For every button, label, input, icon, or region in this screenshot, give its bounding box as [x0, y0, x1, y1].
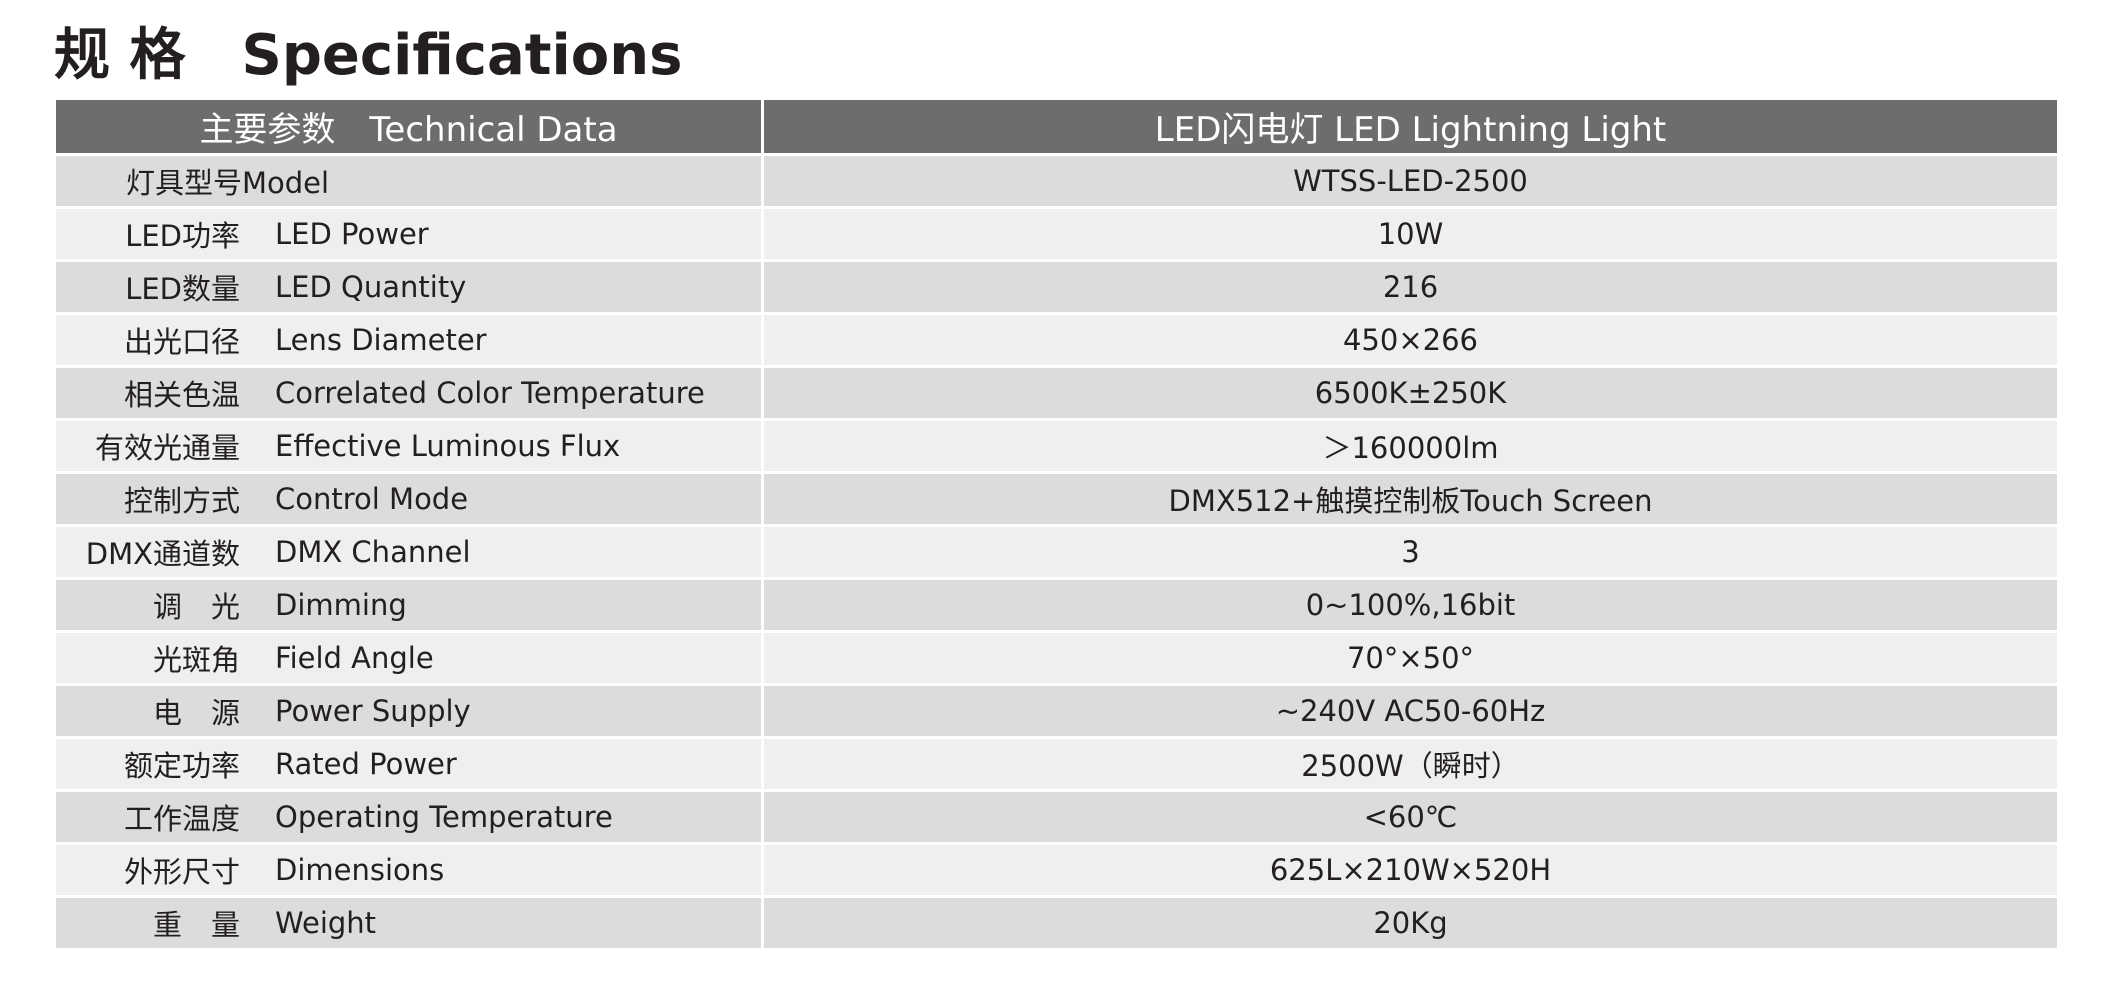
- value-cell: ~240V AC50-60Hz: [1275, 694, 1546, 728]
- value-cell: 10W: [1377, 217, 1444, 251]
- spec-row: 调 光 Dimming 0~100%,16bit: [56, 580, 2057, 633]
- spec-row: 有效光通量 Effective Luminous Flux ＞160000lm: [56, 421, 2057, 474]
- spec-row: 出光口径 Lens Diameter 450×266: [56, 315, 2057, 368]
- header-row: 主要参数 Technical Data LED闪电灯 LED Lightning…: [56, 100, 2057, 156]
- spec-row: 工作温度 Operating Temperature <60℃: [56, 792, 2057, 845]
- param-zh: 相关色温: [123, 378, 240, 412]
- param-en: LED Quantity: [275, 270, 467, 304]
- value-cell: 20Kg: [1373, 906, 1448, 940]
- value-cell: WTSS-LED-2500: [1293, 164, 1528, 198]
- param-cell: 控制方式 Control Mode: [56, 474, 764, 524]
- value-cell: 450×266: [1342, 323, 1478, 357]
- param-en: Correlated Color Temperature: [275, 376, 705, 410]
- param-zh: 额定功率: [123, 749, 240, 783]
- param-zh: 电 源: [152, 696, 240, 730]
- param-cell: DMX通道数 DMX Channel: [56, 527, 764, 577]
- value-cell: 625L×210W×520H: [1269, 853, 1552, 887]
- header-cell: LED闪电灯 LED Lightning Light: [1154, 110, 1667, 150]
- param-zh: 出光口径: [123, 325, 240, 359]
- param-en: Field Angle: [275, 641, 434, 675]
- spec-row: 控制方式 Control Mode DMX512+触摸控制板Touch Screen: [56, 474, 2057, 527]
- param-cell: 出光口径 Lens Diameter: [56, 315, 764, 365]
- spec-row: 灯具型号Model WTSS-LED-2500: [56, 156, 2057, 209]
- spec-row: LED数量 LED Quantity 216: [56, 262, 2057, 315]
- spec-row: 额定功率 Rated Power 2500W（瞬时）: [56, 739, 2057, 792]
- param-en: Effective Luminous Flux: [275, 429, 621, 463]
- value-cell: 216: [1382, 270, 1439, 304]
- spec-table: 主要参数 Technical Data LED闪电灯 LED Lightning…: [56, 100, 2057, 951]
- param-label: 灯具型号Model: [126, 166, 330, 200]
- value-cell: DMX512+触摸控制板Touch Screen: [1168, 484, 1653, 518]
- param-en: LED Power: [275, 217, 429, 251]
- spec-row: LED功率 LED Power 10W: [56, 209, 2057, 262]
- param-cell: 外形尺寸 Dimensions: [56, 845, 764, 895]
- param-zh: DMX通道数: [85, 537, 240, 571]
- param-zh: LED功率: [125, 219, 240, 253]
- param-en: Weight: [275, 906, 377, 940]
- title: 规 格 Specifications: [54, 23, 683, 88]
- value-cell: 6500K±250K: [1314, 376, 1507, 410]
- param-cell: 调 光 Dimming: [56, 580, 764, 630]
- param-en: DMX Channel: [275, 535, 471, 569]
- spec-row: 相关色温 Correlated Color Temperature 6500K±25…: [56, 368, 2057, 421]
- param-cell: 工作温度 Operating Temperature: [56, 792, 764, 842]
- param-zh: 调 光: [152, 590, 240, 624]
- param-en: Rated Power: [275, 747, 457, 781]
- spec-row: 电 源 Power Supply ~240V AC50-60Hz: [56, 686, 2057, 739]
- value-cell: ＞160000lm: [1322, 431, 1499, 465]
- param-zh: 工作温度: [123, 802, 240, 836]
- param-zh: 外形尺寸: [123, 855, 240, 889]
- param-cell: 光斑角 Field Angle: [56, 633, 764, 683]
- param-en: Operating Temperature: [275, 800, 613, 834]
- param-zh: 控制方式: [123, 484, 240, 518]
- param-zh: 光斑角: [152, 643, 240, 677]
- param-cell: 相关色温 Correlated Color Temperature: [56, 368, 764, 418]
- param-zh: 有效光通量: [94, 431, 240, 465]
- param-cell: LED功率 LED Power: [56, 209, 764, 259]
- param-cell: 电 源 Power Supply: [56, 686, 764, 736]
- param-cell: 灯具型号Model: [56, 156, 764, 206]
- param-cell: 额定功率 Rated Power: [56, 739, 764, 789]
- param-cell: LED数量 LED Quantity: [56, 262, 764, 312]
- param-en: Power Supply: [275, 694, 471, 728]
- value-cell: 70°×50°: [1346, 641, 1475, 675]
- value-cell: <60℃: [1363, 800, 1458, 834]
- param-zh: 重 量: [152, 908, 240, 942]
- param-en: Lens Diameter: [275, 323, 487, 357]
- spec-row: DMX通道数 DMX Channel 3: [56, 527, 2057, 580]
- param-zh: LED数量: [125, 272, 240, 306]
- spec-row: 外形尺寸 Dimensions 625L×210W×520H: [56, 845, 2057, 898]
- value-cell: 2500W（瞬时）: [1301, 749, 1520, 783]
- param-en: Control Mode: [275, 482, 469, 516]
- param-cell: 重 量 Weight: [56, 898, 764, 948]
- param-en: Dimensions: [275, 853, 445, 887]
- spec-row: 光斑角 Field Angle 70°×50°: [56, 633, 2057, 686]
- header-cell: 主要参数 Technical Data: [56, 100, 764, 153]
- spec-row: 重 量 Weight 20Kg: [56, 898, 2057, 951]
- param-cell: 有效光通量 Effective Luminous Flux: [56, 421, 764, 471]
- value-cell: 0~100%,16bit: [1305, 588, 1516, 622]
- value-cell: 3: [1401, 535, 1420, 569]
- param-en: Dimming: [275, 588, 407, 622]
